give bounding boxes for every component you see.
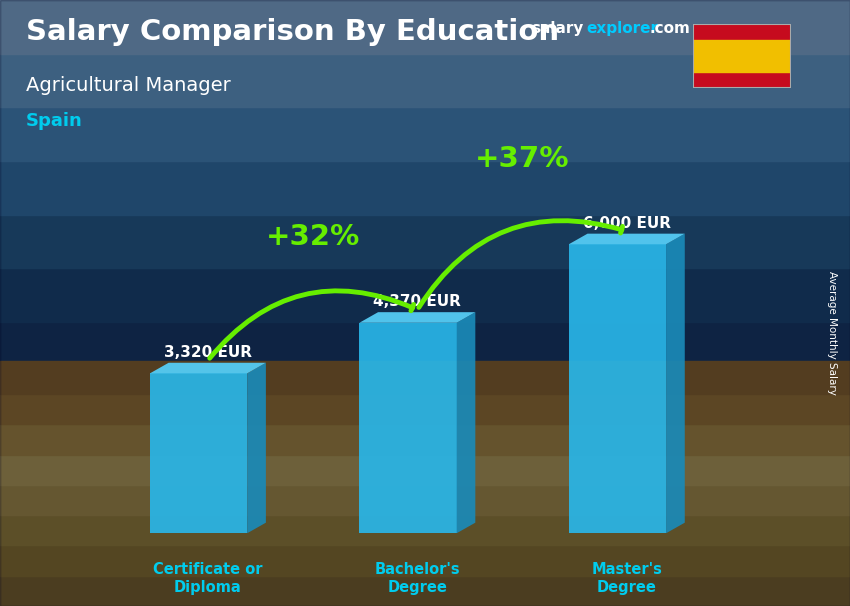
Polygon shape	[666, 234, 685, 533]
Polygon shape	[150, 363, 266, 373]
Text: Bachelor's
Degree: Bachelor's Degree	[375, 562, 460, 594]
Text: 6,000 EUR: 6,000 EUR	[583, 216, 671, 231]
Text: .com: .com	[649, 21, 690, 36]
Text: explorer: explorer	[586, 21, 659, 36]
Bar	[569, 244, 666, 533]
Bar	[0, 573, 850, 606]
Text: 4,370 EUR: 4,370 EUR	[373, 295, 462, 309]
Text: salary: salary	[531, 21, 584, 36]
Bar	[0, 215, 850, 268]
Text: Master's
Degree: Master's Degree	[592, 562, 662, 594]
Text: Salary Comparison By Education: Salary Comparison By Education	[26, 18, 558, 46]
Text: Spain: Spain	[26, 112, 82, 130]
Text: Agricultural Manager: Agricultural Manager	[26, 76, 230, 95]
Text: Average Monthly Salary: Average Monthly Salary	[827, 271, 837, 395]
Bar	[693, 40, 791, 72]
Polygon shape	[360, 312, 475, 323]
Bar	[0, 268, 850, 322]
Bar	[0, 107, 850, 161]
Polygon shape	[456, 312, 475, 533]
Bar	[0, 322, 850, 376]
Text: +32%: +32%	[265, 223, 360, 251]
Text: +37%: +37%	[475, 144, 570, 173]
Bar	[0, 512, 850, 545]
Bar	[0, 542, 850, 576]
Bar	[360, 323, 456, 533]
Bar	[0, 451, 850, 485]
Bar	[0, 391, 850, 424]
Text: 3,320 EUR: 3,320 EUR	[164, 345, 252, 360]
Bar	[0, 54, 850, 107]
Bar	[0, 161, 850, 215]
Text: Certificate or
Diploma: Certificate or Diploma	[153, 562, 263, 594]
Bar	[150, 373, 247, 533]
Polygon shape	[247, 363, 266, 533]
Bar	[0, 421, 850, 454]
Polygon shape	[569, 234, 685, 244]
Bar	[0, 482, 850, 515]
Bar	[0, 0, 850, 54]
Bar	[0, 361, 850, 394]
